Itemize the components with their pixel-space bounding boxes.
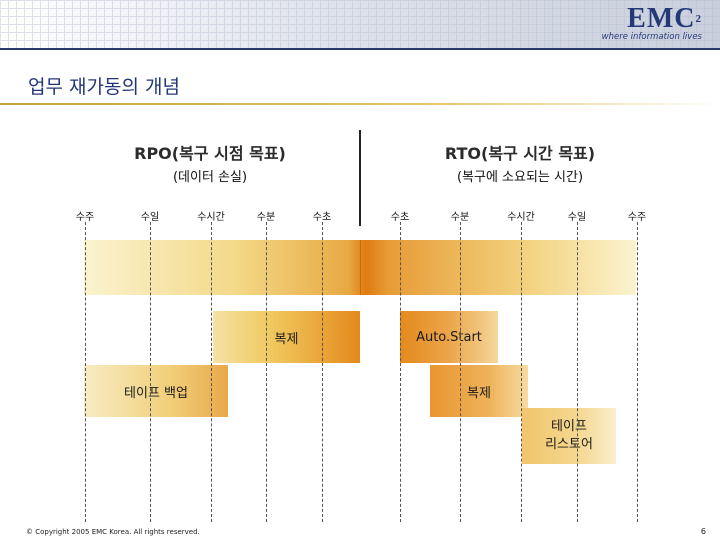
replication-box-rto: 복제 bbox=[430, 365, 528, 417]
rto-heading: RTO(복구 시간 목표) bbox=[444, 144, 596, 163]
footer-page-number: 6 bbox=[700, 527, 706, 536]
slide-title: 업무 재가동의 개념 bbox=[28, 76, 180, 98]
guide-line-rto-days bbox=[577, 222, 578, 522]
guide-line-rpo-hours bbox=[211, 222, 212, 522]
emc-logo: EMC2 where information lives bbox=[601, 3, 702, 43]
center-divider bbox=[359, 130, 361, 226]
logo-text: EMC bbox=[627, 3, 696, 34]
rto-tick-days: 수일 bbox=[567, 212, 587, 223]
footer-copyright: © Copyright 2005 EMC Korea. All rights r… bbox=[26, 528, 200, 536]
replication-label-rto: 복제 bbox=[467, 385, 491, 401]
rto-tick-seconds: 수초 bbox=[390, 212, 410, 223]
logo-tagline: where information lives bbox=[601, 32, 702, 42]
tape-backup-label: 테이프 백업 bbox=[124, 385, 188, 401]
tape-restore-box: 테이프 리스토어 bbox=[522, 408, 616, 464]
rto-tick-weeks: 수주 bbox=[627, 212, 647, 223]
header-bar: EMC2 where information lives bbox=[0, 0, 720, 50]
rpo-tick-hours: 수시간 bbox=[197, 212, 225, 223]
rpo-subheading: (데이터 손실) bbox=[172, 170, 248, 185]
guide-line-rpo-minutes bbox=[266, 222, 267, 522]
rto-tick-minutes: 수분 bbox=[450, 212, 470, 223]
autostart-label: Auto.Start bbox=[416, 329, 482, 345]
guide-line-rpo-seconds bbox=[322, 222, 323, 522]
rto-tick-hours: 수시간 bbox=[507, 212, 535, 223]
guide-line-rto-weeks bbox=[637, 222, 638, 522]
rpo-heading: RPO(복구 시점 목표) bbox=[134, 144, 286, 163]
timeline-bar bbox=[84, 240, 636, 295]
guide-line-rto-minutes bbox=[460, 222, 461, 522]
rpo-tick-seconds: 수초 bbox=[312, 212, 332, 223]
rpo-tick-days: 수일 bbox=[140, 212, 160, 223]
guide-line-rpo-days bbox=[150, 222, 151, 522]
tape-backup-box: 테이프 백업 bbox=[84, 365, 228, 417]
autostart-box: Auto.Start bbox=[400, 311, 498, 363]
tape-restore-label-line2: 리스토어 bbox=[545, 437, 593, 452]
timeline-seam bbox=[360, 240, 361, 295]
guide-line-rto-seconds bbox=[400, 222, 401, 522]
guide-line-rto-hours bbox=[521, 222, 522, 522]
title-divider bbox=[0, 103, 720, 105]
replication-box-rpo: 복제 bbox=[213, 311, 360, 363]
guide-line-rpo-weeks bbox=[85, 222, 86, 522]
rpo-tick-minutes: 수분 bbox=[256, 212, 276, 223]
tape-restore-label-line1: 테이프 bbox=[551, 419, 587, 434]
logo-superscript: 2 bbox=[695, 13, 702, 25]
header-grid-pattern bbox=[0, 0, 720, 48]
replication-label-rpo: 복제 bbox=[274, 331, 299, 347]
rto-subheading: (복구에 소요되는 시간) bbox=[456, 170, 584, 185]
rpo-tick-weeks: 수주 bbox=[75, 212, 95, 223]
